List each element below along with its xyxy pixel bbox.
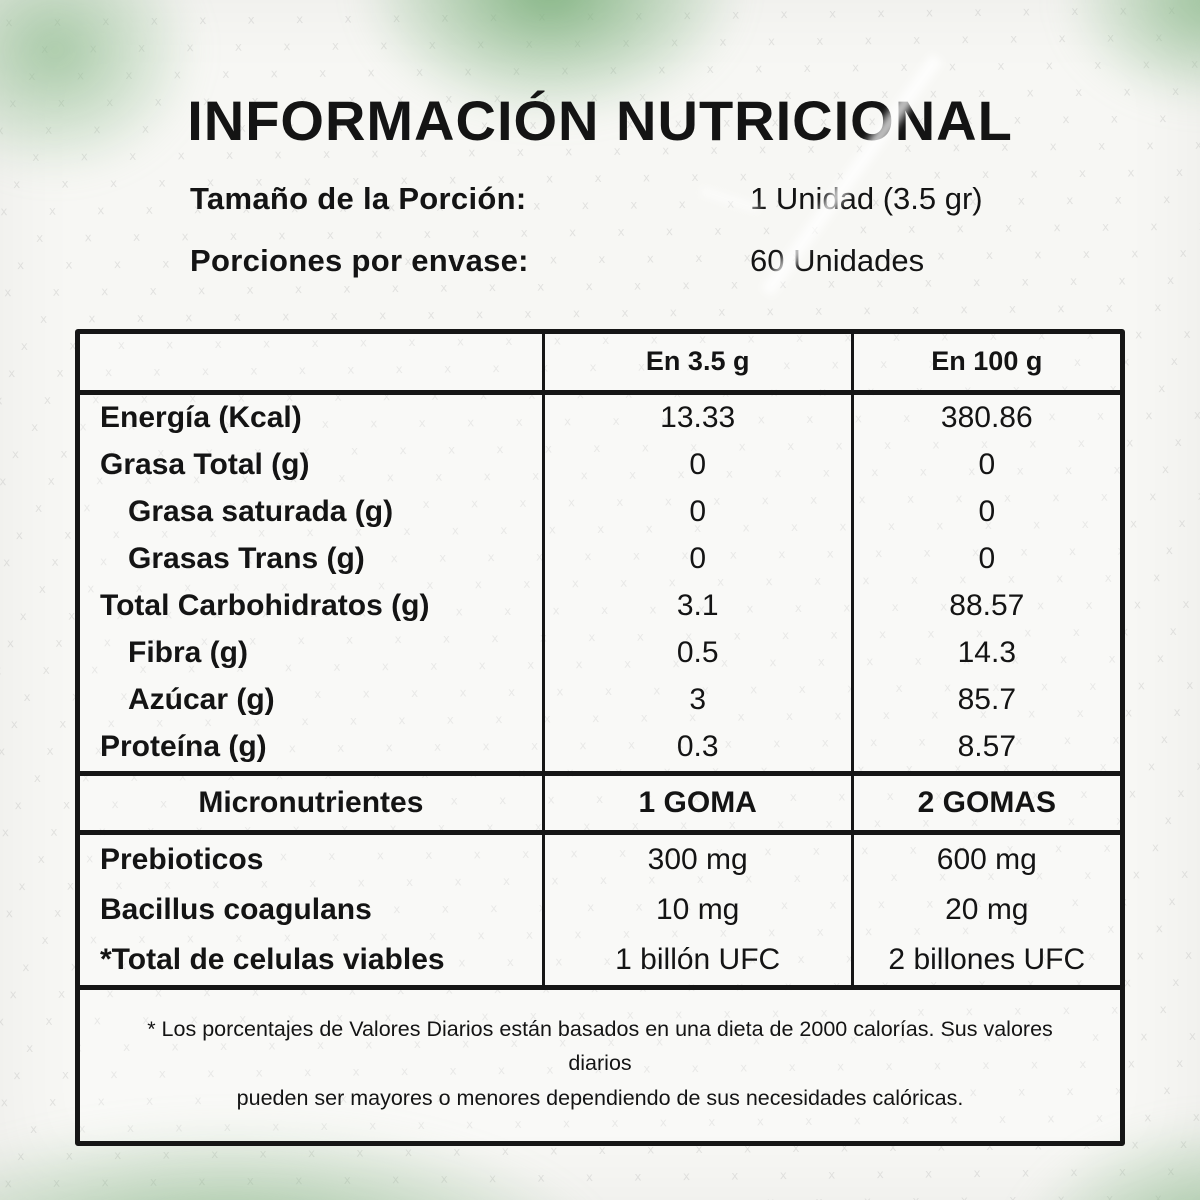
nutrient-value-per-100g: 0 xyxy=(850,441,1120,489)
header-empty-cell xyxy=(80,334,542,390)
micronutrient-value-per-serving: 300 mg xyxy=(541,834,851,885)
nutrient-value-per-serving: 13.33 xyxy=(541,394,851,442)
nutrient-value-per-100g: 88.57 xyxy=(850,582,1120,630)
nutrient-value-per-serving: 0 xyxy=(541,535,851,583)
nutrient-value-per-serving: 0.3 xyxy=(541,723,851,771)
servings-per-container-row: Porciones por envase: 60 Unidades xyxy=(190,243,1110,305)
micronutrient-value-per-100g: 600 mg xyxy=(850,834,1120,885)
micronutrient-row-celulas-viables: *Total de celulas viables 1 billón UFC 2… xyxy=(80,934,1120,985)
nutrition-facts-title: INFORMACIÓN NUTRICIONAL xyxy=(187,89,1013,152)
micronutrients-col-per-100g: 2 GOMAS xyxy=(850,775,1120,830)
serving-size-value: 1 Unidad (3.5 gr) xyxy=(750,180,983,216)
servings-per-container-value: 60 Unidades xyxy=(750,242,925,278)
micronutrient-value-per-100g: 20 mg xyxy=(850,884,1120,935)
micronutrient-label: Bacillus coagulans xyxy=(100,892,372,926)
footnote-line1: * Los porcentajes de Valores Diarios est… xyxy=(147,1016,1053,1076)
nutrient-row-energia: Energía (Kcal) 13.33 380.86 xyxy=(80,394,1120,442)
header-per-serving: En 3.5 g xyxy=(541,333,851,390)
micronutrient-row-bacillus: Bacillus coagulans 10 mg 20 mg xyxy=(80,884,1120,935)
nutrient-value-per-100g: 0 xyxy=(850,535,1120,583)
serving-info: Tamaño de la Porción: 1 Unidad (3.5 gr) … xyxy=(90,181,1110,305)
serving-size-label: Tamaño de la Porción: xyxy=(190,180,527,216)
nutrient-row-carbohidratos: Total Carbohidratos (g) 3.1 88.57 xyxy=(80,582,1120,630)
nutrient-value-per-serving: 0 xyxy=(541,488,851,536)
micronutrient-label: *Total de celulas viables xyxy=(100,942,445,976)
nutrient-value-per-100g: 0 xyxy=(850,488,1120,536)
nutrient-row-azucar: Azúcar (g) 3 85.7 xyxy=(80,676,1120,724)
nutrient-value-per-serving: 3.1 xyxy=(541,582,851,630)
nutrient-value-per-100g: 380.86 xyxy=(850,394,1120,442)
nutrient-row-grasas-trans: Grasas Trans (g) 0 0 xyxy=(80,535,1120,583)
nutrient-row-grasa-total: Grasa Total (g) 0 0 xyxy=(80,441,1120,489)
nutrient-value-per-100g: 85.7 xyxy=(850,676,1120,724)
table-header-row: En 3.5 g En 100 g xyxy=(80,333,1120,395)
micronutrients-col-per-serving: 1 GOMA xyxy=(541,775,851,830)
nutrient-value-per-serving: 3 xyxy=(541,676,851,724)
micronutrient-row-prebioticos: Prebioticos 300 mg 600 mg xyxy=(80,834,1120,885)
nutrient-row-grasa-saturada: Grasa saturada (g) 0 0 xyxy=(80,488,1120,536)
nutrient-label: Total Carbohidratos (g) xyxy=(100,589,430,623)
nutrient-label: Azúcar (g) xyxy=(128,683,275,717)
nutrient-label: Grasa Total (g) xyxy=(100,448,310,482)
nutrient-label: Proteína (g) xyxy=(100,730,267,764)
nutrient-value-per-serving: 0 xyxy=(541,441,851,489)
header-per-100g: En 100 g xyxy=(850,333,1120,390)
nutrient-label: Grasas Trans (g) xyxy=(128,542,365,576)
nutrient-row-fibra: Fibra (g) 0.5 14.3 xyxy=(80,629,1120,677)
nutrient-label: Grasa saturada (g) xyxy=(128,495,394,529)
micronutrients-title: Micronutrientes xyxy=(198,785,424,819)
micronutrient-value-per-serving: 1 billón UFC xyxy=(541,934,851,985)
micronutrient-value-per-100g: 2 billones UFC xyxy=(850,934,1120,985)
daily-values-footnote: * Los porcentajes de Valores Diarios est… xyxy=(80,984,1120,1141)
footnote-line2: pueden ser mayores o menores dependiendo… xyxy=(236,1085,964,1110)
nutrient-value-per-100g: 14.3 xyxy=(850,629,1120,677)
nutrition-table: En 3.5 g En 100 g Energía (Kcal) 13.33 3… xyxy=(75,328,1125,1146)
micronutrient-value-per-serving: 10 mg xyxy=(541,884,851,935)
nutrient-label: Fibra (g) xyxy=(128,636,248,670)
micronutrients-header-row: Micronutrientes 1 GOMA 2 GOMAS xyxy=(80,770,1120,835)
nutrient-label: Energía (Kcal) xyxy=(100,401,302,435)
serving-size-row: Tamaño de la Porción: 1 Unidad (3.5 gr) xyxy=(190,181,1110,243)
nutrient-row-proteina: Proteína (g) 0.3 8.57 xyxy=(80,723,1120,771)
nutrient-value-per-100g: 8.57 xyxy=(850,723,1120,771)
servings-per-container-label: Porciones por envase: xyxy=(190,242,529,278)
nutrient-value-per-serving: 0.5 xyxy=(541,629,851,677)
micronutrient-label: Prebioticos xyxy=(100,842,264,876)
